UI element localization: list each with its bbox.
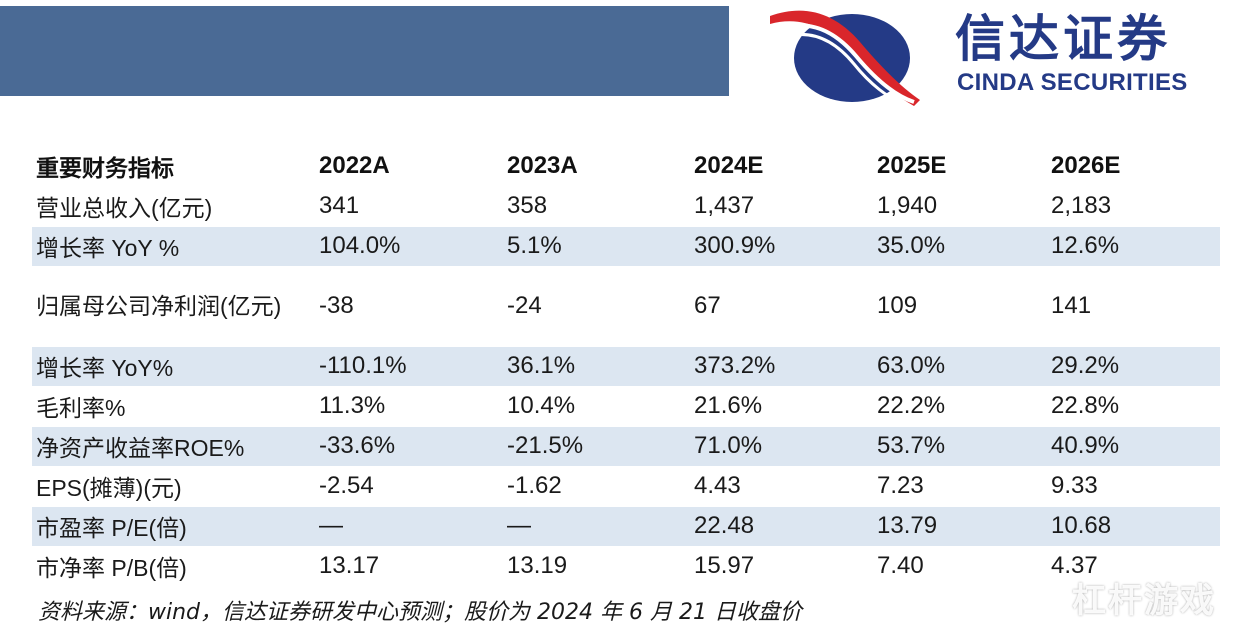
cell-value: -21.5% (506, 425, 693, 467)
header-2025e: 2025E (877, 152, 947, 179)
cell-value: 53.7% (876, 425, 1050, 467)
cell-value: 341 (319, 191, 360, 219)
cell-value: 11.3% (319, 392, 386, 419)
cell-value: 141 (1051, 292, 1092, 319)
cell-value: -24 (507, 292, 542, 319)
cell-value: 1,940 (877, 191, 938, 219)
cell-value: -1.62 (507, 472, 562, 499)
cell-value: 71.0% (693, 425, 876, 467)
cinda-logo-icon (770, 10, 920, 106)
cell-value: 10.68 (1050, 505, 1220, 547)
cell-value: 5.1% (506, 225, 693, 267)
row-label: 市净率 P/B(倍) (36, 555, 187, 582)
cell-value: 7.40 (877, 552, 924, 580)
brand-name-cn: 信达证券 (955, 10, 1171, 68)
table-row: 增长率 YoY % 104.0% 5.1% 300.9% 35.0% 12.6% (32, 225, 1220, 267)
row-label: 增长率 YoY% (32, 345, 318, 387)
row-label: 净资产收益率ROE% (32, 425, 318, 467)
cell-value: 2,183 (1051, 191, 1112, 219)
table-row: 增长率 YoY% -110.1% 36.1% 373.2% 63.0% 29.2… (32, 345, 1220, 387)
cell-value: 1,437 (694, 191, 755, 219)
cell-value: -2.54 (319, 472, 374, 499)
cell-value: -38 (319, 292, 354, 319)
table-row: 毛利率% 11.3% 10.4% 21.6% 22.2% 22.8% (32, 386, 1220, 426)
table-header-row: 重要财务指标 2022A 2023A 2024E 2025E 2026E (32, 146, 1220, 186)
table-row: 归属母公司净利润(亿元) -38 -24 67 109 141 (32, 266, 1220, 346)
cell-value: 22.48 (693, 505, 876, 547)
header-band (0, 6, 729, 96)
header-indicator: 重要财务指标 (36, 156, 174, 182)
header-2026e: 2026E (1051, 152, 1121, 179)
cell-value: -33.6% (318, 425, 506, 467)
row-label: 增长率 YoY % (32, 225, 318, 267)
cell-value: 67 (694, 292, 721, 319)
cell-value: 63.0% (876, 345, 1050, 387)
cell-value: 35.0% (876, 225, 1050, 267)
cell-value: 29.2% (1050, 345, 1220, 387)
cell-value: 300.9% (693, 225, 876, 267)
cell-value: 12.6% (1050, 225, 1220, 267)
cell-value: — (506, 505, 693, 547)
row-label: 营业总收入(亿元) (36, 194, 213, 221)
financial-indicators-table: 重要财务指标 2022A 2023A 2024E 2025E 2026E 营业总… (32, 146, 1220, 586)
cell-value: 109 (877, 292, 918, 319)
cell-value: 9.33 (1051, 472, 1098, 499)
cell-value: 22.8% (1051, 392, 1120, 419)
cell-value: 36.1% (506, 345, 693, 387)
row-label: EPS(摊薄)(元) (36, 475, 182, 501)
cell-value: -110.1% (318, 345, 506, 387)
cell-value: 104.0% (318, 225, 506, 267)
source-note: 资料来源：wind，信达证券研发中心预测；股价为 2024 年 6 月 21 日… (38, 600, 802, 625)
table-row: EPS(摊薄)(元) -2.54 -1.62 4.43 7.23 9.33 (32, 466, 1220, 506)
cell-value: — (318, 505, 506, 547)
header-2024e: 2024E (694, 152, 764, 179)
cell-value: 40.9% (1050, 425, 1220, 467)
row-label: 市盈率 P/E(倍) (32, 505, 318, 547)
cell-value: 13.19 (507, 552, 568, 580)
cell-value: 4.37 (1051, 552, 1098, 580)
cell-value: 21.6% (694, 392, 763, 419)
table-row: 净资产收益率ROE% -33.6% -21.5% 71.0% 53.7% 40.… (32, 425, 1220, 467)
cell-value: 13.79 (876, 505, 1050, 547)
cell-value: 22.2% (877, 392, 946, 419)
watermark: 杠杆游戏 (1072, 581, 1216, 621)
table-row: 市盈率 P/E(倍) — — 22.48 13.79 10.68 (32, 505, 1220, 547)
cell-value: 10.4% (507, 392, 576, 419)
row-label: 毛利率% (36, 395, 126, 421)
cell-value: 373.2% (693, 345, 876, 387)
table-row: 市净率 P/B(倍) 13.17 13.19 15.97 7.40 4.37 (32, 546, 1220, 586)
header-2022a: 2022A (319, 152, 390, 179)
cell-value: 4.43 (694, 472, 741, 499)
cell-value: 358 (507, 191, 548, 219)
brand-name-en: CINDA SECURITIES (957, 69, 1188, 96)
header-2023a: 2023A (507, 152, 578, 179)
cell-value: 15.97 (694, 552, 755, 580)
cell-value: 13.17 (319, 552, 380, 580)
row-label: 归属母公司净利润(亿元) (36, 293, 282, 319)
cell-value: 7.23 (877, 472, 924, 499)
table-row: 营业总收入(亿元) 341 358 1,437 1,940 2,183 (32, 186, 1220, 226)
